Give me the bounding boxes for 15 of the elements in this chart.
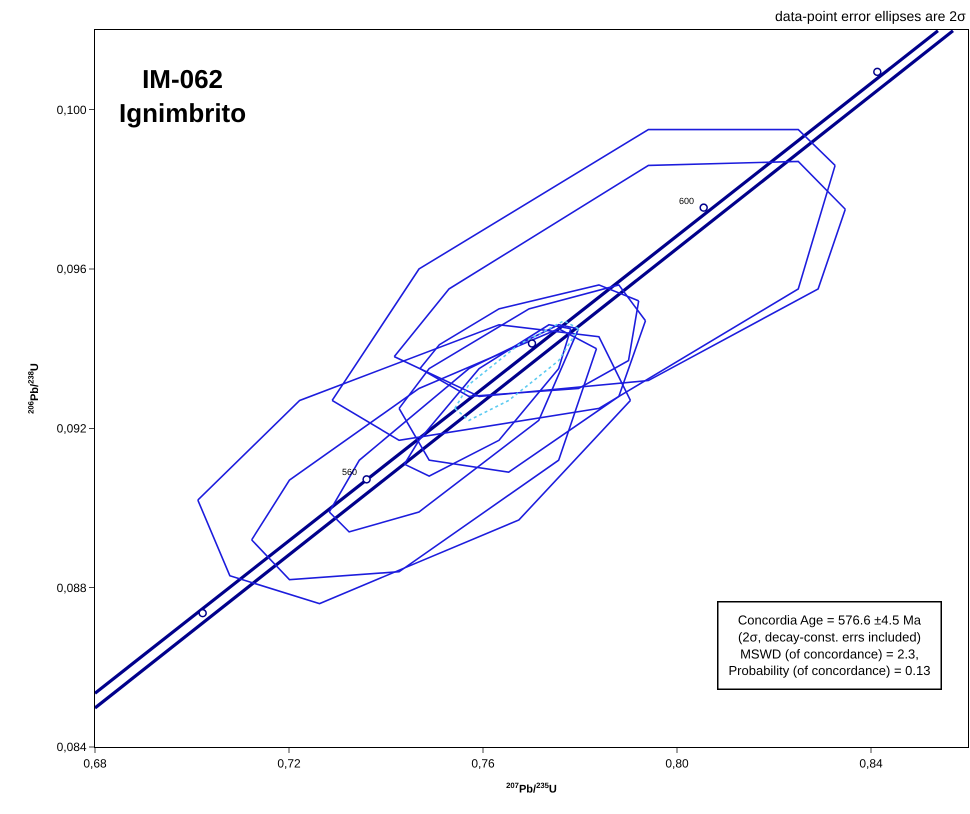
annotation: 600 (679, 196, 694, 206)
x-axis-title: $^{207}$Pb/$^{235}$U (506, 780, 557, 796)
x-tick-label: 0,80 (665, 756, 689, 770)
text: data-point error ellipses are 2σ (775, 8, 966, 24)
y-tick-label: 0,088 (56, 580, 87, 595)
y-tick-label: 0,092 (56, 422, 87, 436)
annotation: Concordia Age = 576.6 ±4.5 Ma (2σ, decay-const. errs included) MSWD (of concordance) = 2.3, Probability (of concordance) = 0.13 (728, 612, 930, 678)
y-tick-label: 0,100 (56, 102, 87, 117)
y-tick-label: 0,084 (56, 740, 87, 754)
y-tick-label: 0,096 (56, 262, 87, 276)
x-tick-label: 0,84 (859, 756, 883, 770)
x-tick-label: 0,72 (277, 756, 301, 770)
text: IM-062 Ignimbrito (119, 64, 246, 128)
x-tick-label: 0,76 (471, 756, 495, 770)
x-tick-label: 0,68 (83, 756, 107, 770)
